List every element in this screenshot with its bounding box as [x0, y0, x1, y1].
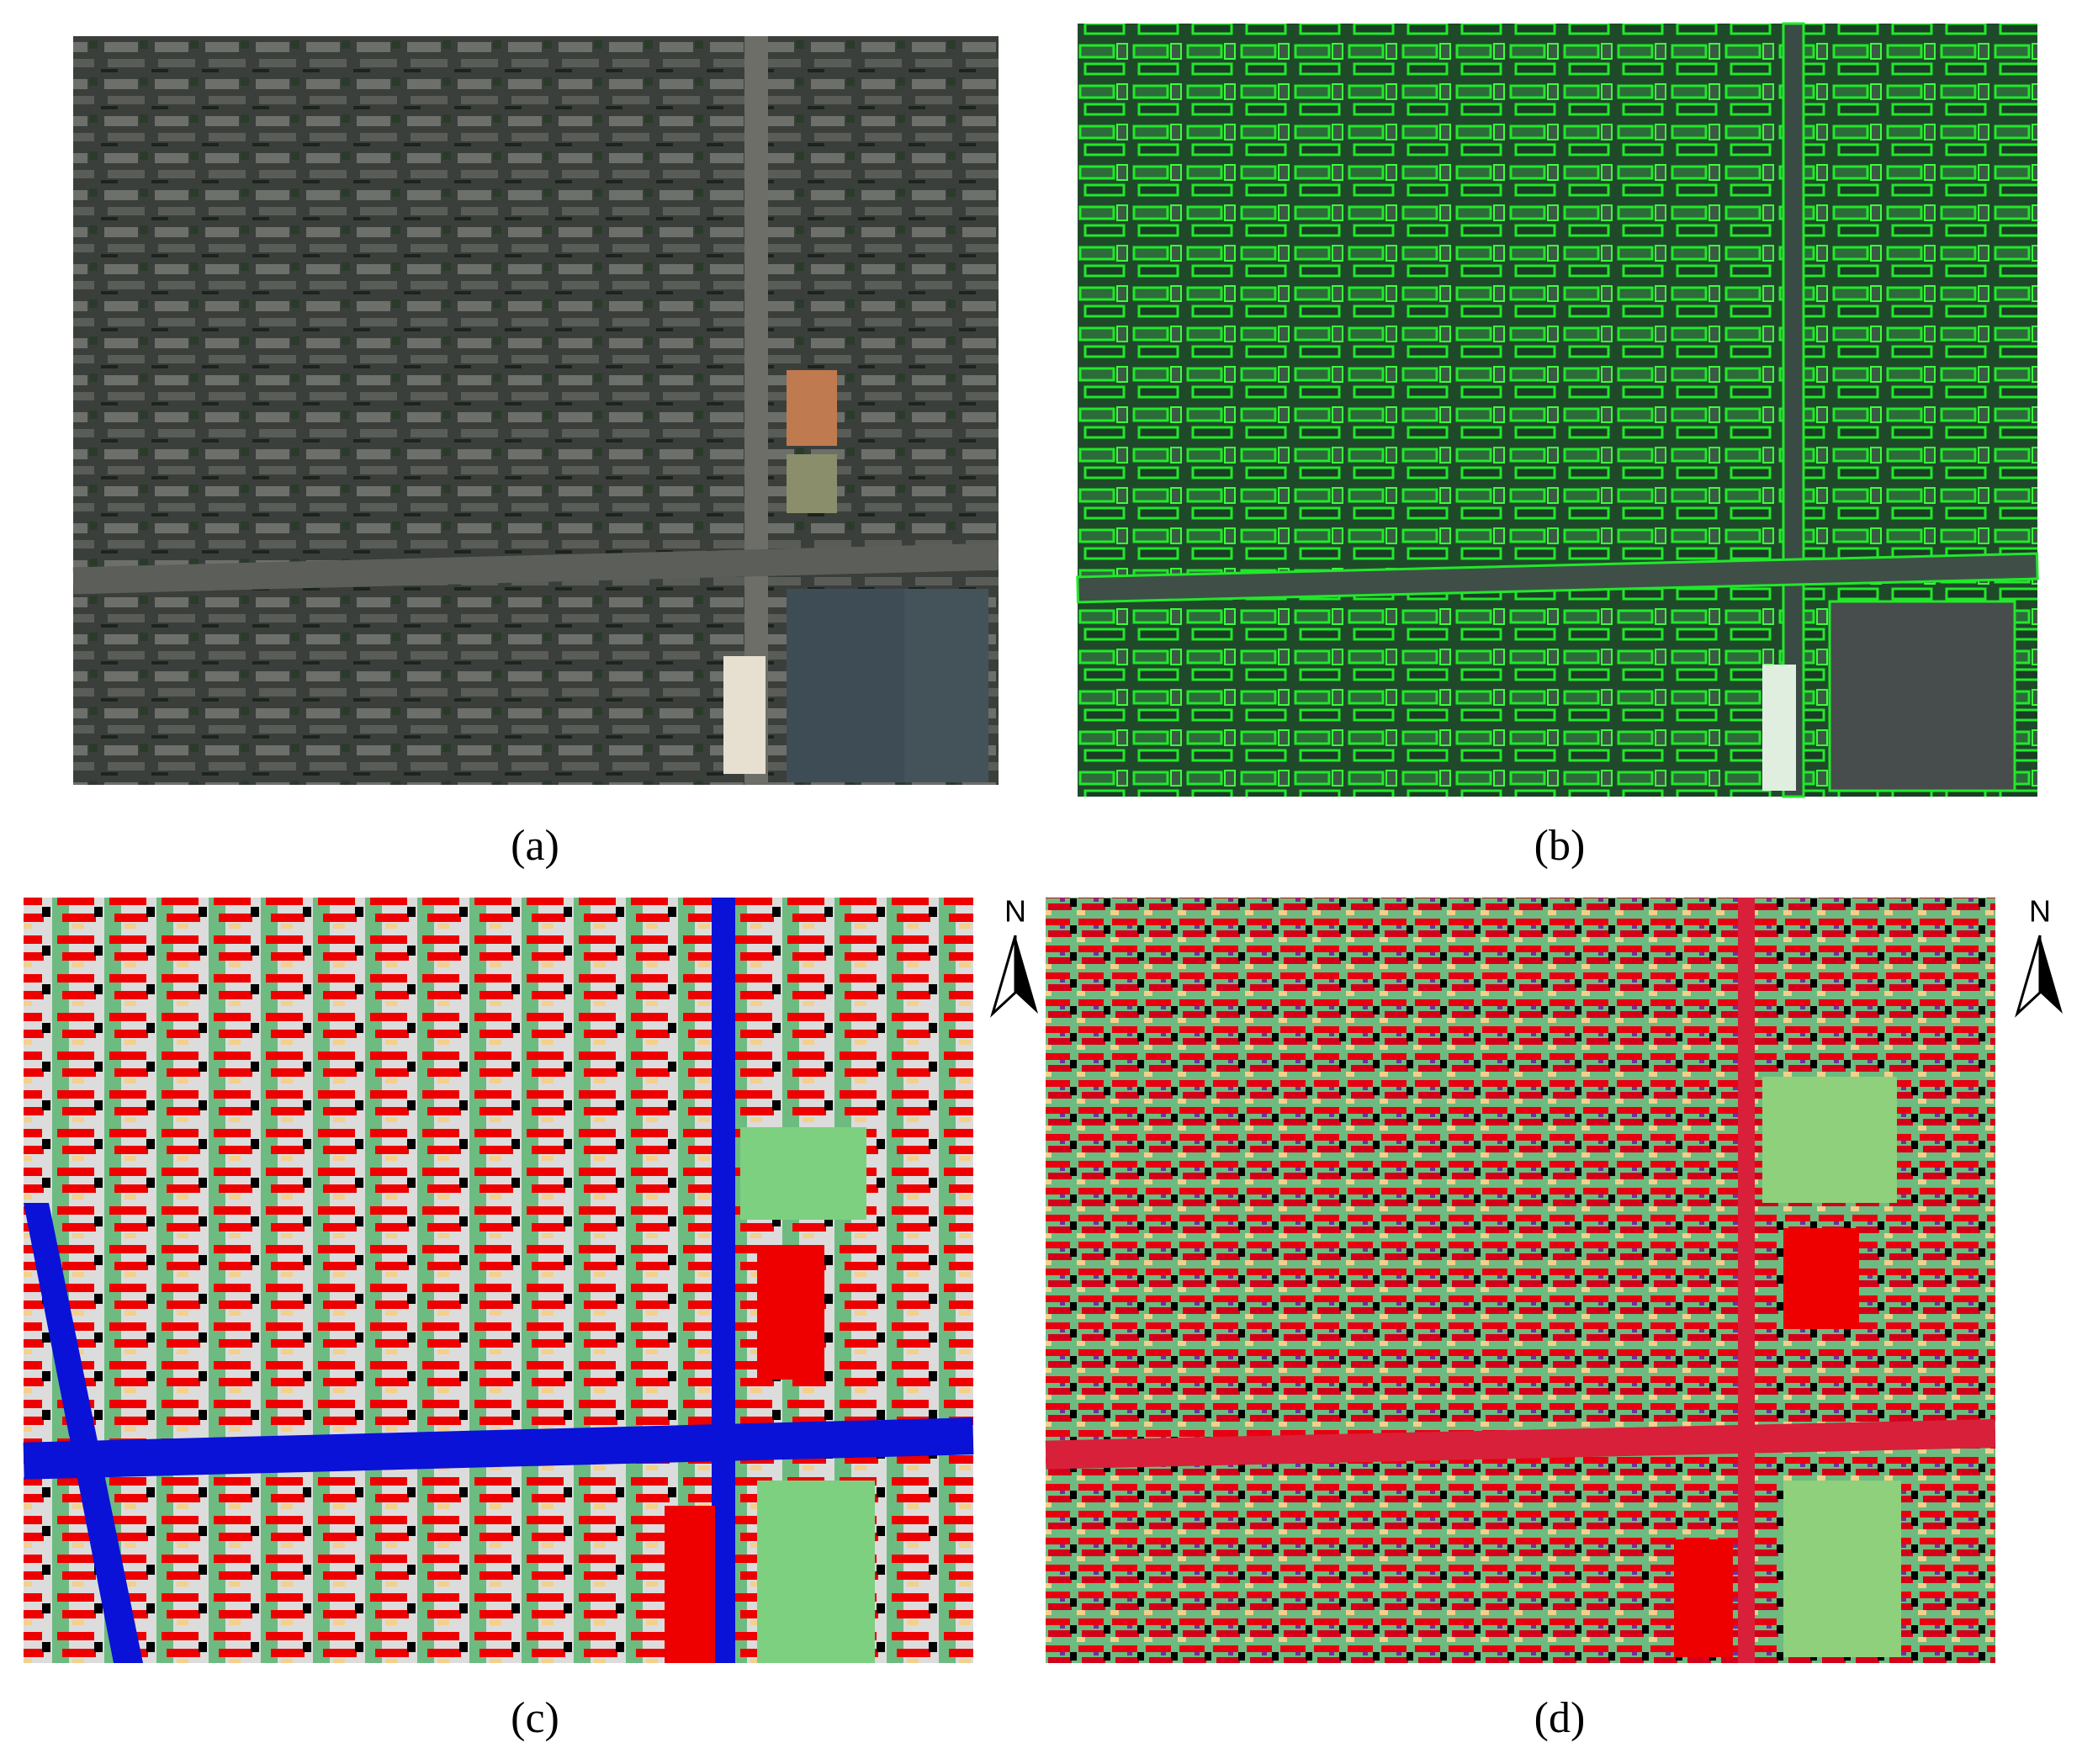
- north-arrow: N: [990, 894, 1038, 1018]
- north-label: N: [1004, 894, 1026, 929]
- segmentation-image: [1076, 22, 2039, 798]
- panel-label: (d): [1534, 1694, 1586, 1742]
- north-label: N: [2029, 894, 2051, 929]
- panel-label: (b): [1534, 822, 1586, 870]
- satellite-image: [72, 36, 999, 785]
- panel-label: (a): [511, 822, 559, 870]
- north-arrow: N: [2015, 894, 2063, 1018]
- classification-map: [23, 898, 974, 1663]
- classification-map: [1045, 898, 1996, 1663]
- panel-label: (c): [511, 1694, 559, 1742]
